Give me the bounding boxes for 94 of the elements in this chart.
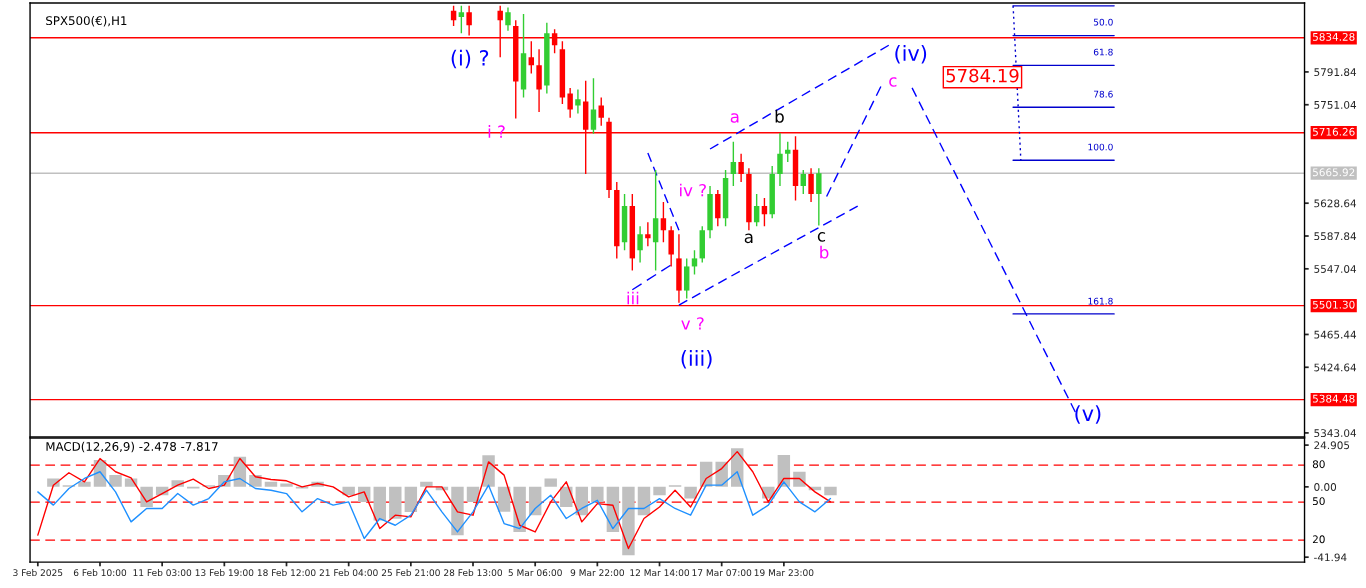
x-tick-label: 28 Feb 13:00 [444,569,503,577]
candlestick [590,77,597,135]
bar [280,483,293,487]
candlestick [598,96,604,127]
annotation: 78.6 [1094,90,1113,98]
annotation: iii [627,291,639,305]
bar [637,486,651,516]
y-tick-label: 0.00 [1314,483,1337,491]
bar [653,486,666,496]
candlestick [800,169,807,195]
y-tick-label: 5547.04 [1314,265,1357,273]
candlestick [458,5,465,34]
x-tick-label: 13 Feb 19:00 [195,569,254,577]
bar [544,478,557,487]
candlestick [738,153,744,183]
y-tick-label: 24.905 [1314,441,1350,450]
candlestick [730,141,737,187]
candlestick [575,88,581,115]
annotation: (iv) [895,44,927,64]
bar [373,486,386,521]
bar [824,486,837,496]
annotation: 61.8 [1093,48,1113,56]
y-tick-label: 5424.64 [1314,363,1357,372]
y-tick-label: 5465.44 [1314,330,1357,339]
candlestick [753,193,760,227]
bar [497,486,511,512]
bar [404,486,418,512]
bar [389,486,402,519]
bar [342,486,355,496]
x-tick-label: 9 Mar 22:00 [570,569,625,577]
text: SPX500(€),H1 [46,15,127,27]
annotation: b [820,245,829,259]
annotation: v ? [681,317,704,330]
candlestick [528,40,535,75]
bar [420,481,433,487]
bar [622,486,635,556]
annotation: iv ? [680,183,706,197]
candlestick [660,201,667,244]
chart-title: MACD(12,26,9) -2.478 -7.817 [46,441,218,453]
annotation: b [775,109,784,123]
x-tick-label: 6 Feb 10:00 [73,569,127,577]
candlestick [816,167,822,227]
candlestick [808,167,814,203]
bar [684,486,697,499]
x-tick-label: 21 Feb 04:00 [319,569,378,577]
candlestick [761,197,768,227]
bar [793,471,806,487]
y-tick-label: 5628.64 [1314,199,1357,208]
line-series [37,471,832,540]
x-tick-label: 11 Feb 03:00 [133,569,192,577]
candlestick [691,249,698,276]
annotation: c [817,232,826,242]
ref-line-label: 5501.30 [1312,300,1355,309]
annotation: (i) ? [451,49,489,69]
text: 80 [1312,460,1325,469]
x-tick-label: 18 Feb 12:00 [257,569,316,577]
ref-line-label: 5716.26 [1312,127,1355,136]
bar [513,486,526,532]
annotation: a [730,113,739,123]
annotation: 100.0 [1088,143,1113,151]
y-tick-label: 5587.84 [1314,232,1357,241]
y-tick-label: 5791.84 [1314,68,1357,77]
candlestick [777,132,783,187]
annotation: 5784.19 [946,68,1019,83]
y-tick-label: 5343.04 [1314,429,1357,438]
ref-line-label: 5665.92 [1312,168,1355,177]
annotation: a [744,233,753,244]
candlestick [505,6,511,32]
bar [264,481,278,487]
annotation: (v) [1075,405,1101,424]
candlestick [567,87,573,119]
annotation: 50.0 [1093,18,1113,26]
annotation: 161.8 [1088,297,1113,305]
x-tick-label: 25 Feb 21:00 [381,569,440,577]
candlestick [785,141,791,163]
x-tick-label: 5 Mar 06:00 [508,569,562,577]
text: 50 [1312,497,1325,506]
bar [78,481,91,487]
text: 20 [1312,535,1325,544]
x-tick-label: 19 Mar 23:00 [754,569,814,577]
y-tick-label: -41.94 [1314,553,1347,562]
bar [109,475,122,487]
x-tick-label: 3 Feb 2025 [13,569,63,577]
candlestick [637,225,643,264]
bar [591,486,604,502]
bar [451,486,464,536]
x-tick-label: 17 Mar 07:00 [692,569,752,577]
candlestick [645,221,651,248]
ref-line-label: 5384.48 [1312,394,1355,403]
ref-line-label: 5834.28 [1312,32,1355,41]
y-tick-label: 5751.04 [1314,100,1357,109]
annotation: (iii) [681,349,712,369]
annotation: c [889,77,897,87]
x-tick-label: 12 Mar 14:00 [630,569,690,577]
